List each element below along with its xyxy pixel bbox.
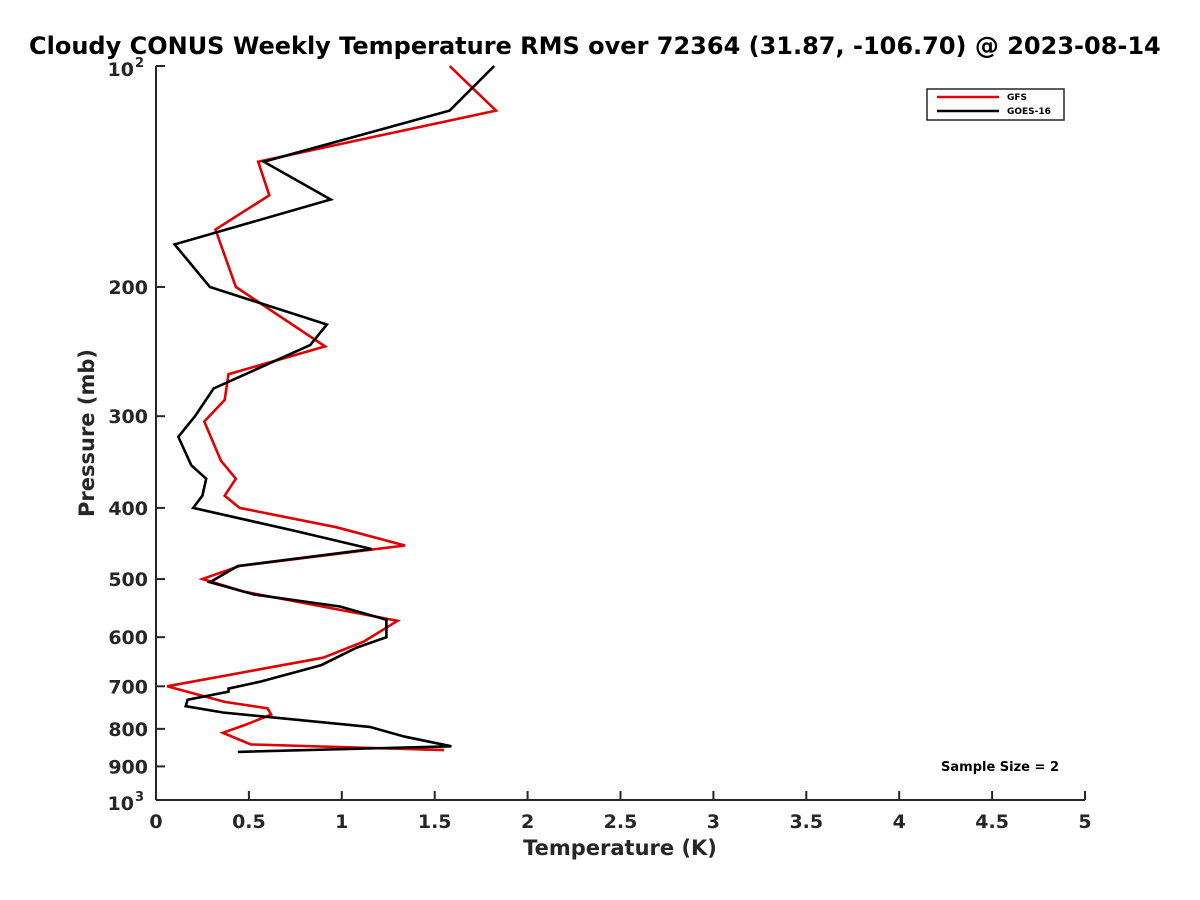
y-tick-label: 200 [108, 277, 148, 299]
x-tick-label: 4 [893, 811, 906, 833]
legend-label: GOES-16 [1007, 107, 1051, 117]
x-tick-label: 0.5 [232, 811, 266, 833]
y-tick-label: 10 [108, 793, 134, 815]
x-tick-label: 2 [521, 811, 534, 833]
y-tick-label: 800 [108, 719, 148, 741]
y-tick-label: 400 [108, 498, 148, 520]
y-tick-label: 300 [108, 406, 148, 428]
x-tick-label: 5 [1078, 811, 1091, 833]
series-line-gfs [166, 65, 499, 752]
x-tick-label: 2.5 [604, 811, 638, 833]
y-tick-label: 500 [108, 569, 148, 591]
y-tick-exponent: 2 [135, 56, 144, 71]
x-tick-label: 0 [149, 811, 162, 833]
x-tick-label: 4.5 [975, 811, 1009, 833]
x-axis-label: Temperature (K) [523, 836, 717, 860]
x-tick-label: 1.5 [418, 811, 452, 833]
sample-size-annotation: Sample Size = 2 [941, 760, 1059, 775]
plot-axes: 0 0.5 1 1.5 2 2.5 3 3.5 4 4.5 510 22003004005006007… [108, 56, 1092, 833]
y-axis-label: Pressure (mb) [75, 349, 99, 517]
y-tick-label: 10 [108, 59, 134, 81]
x-tick-label: 1 [335, 811, 348, 833]
y-tick-label: 700 [108, 676, 148, 698]
series-layer [166, 65, 499, 754]
y-tick-label: 600 [108, 627, 148, 649]
chart-title: Cloudy CONUS Weekly Temperature RMS over… [29, 32, 1161, 60]
y-tick-exponent: 3 [135, 790, 144, 805]
legend-box [926, 88, 1065, 121]
x-tick-label: 3.5 [789, 811, 823, 833]
series-line-goes-16 [172, 65, 496, 754]
legend-label: GFS [1007, 93, 1027, 103]
x-tick-label: 3 [707, 811, 720, 833]
y-tick-label: 900 [108, 756, 148, 778]
legend: GFS GOES-16 [926, 88, 1065, 121]
